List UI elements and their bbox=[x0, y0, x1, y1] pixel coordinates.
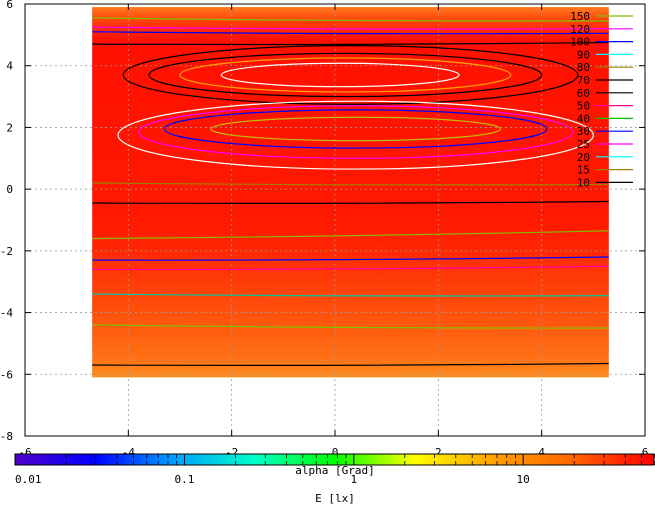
legend-label: 60 bbox=[577, 87, 590, 100]
colorbar-tick-label: 0.01 bbox=[15, 473, 42, 486]
colorbar-title: E [lx] bbox=[315, 492, 355, 505]
legend-label: 30 bbox=[577, 125, 590, 138]
heatmap-fill bbox=[92, 7, 609, 378]
contour-line bbox=[210, 116, 501, 142]
y-tick-label: 2 bbox=[6, 121, 13, 134]
x-tick-label: 4 bbox=[538, 446, 545, 459]
contour-line bbox=[163, 109, 548, 149]
x-tick-label: 2 bbox=[435, 446, 442, 459]
contour-line bbox=[92, 256, 609, 261]
x-tick-label: 0 bbox=[332, 446, 339, 459]
contour-line bbox=[117, 100, 594, 170]
legend-label: 100 bbox=[570, 36, 590, 49]
contour-line bbox=[179, 57, 512, 93]
y-tick-label: -6 bbox=[0, 368, 13, 381]
y-tick-label: -2 bbox=[0, 245, 13, 258]
y-tick-label: -8 bbox=[0, 430, 13, 443]
colorbar-ticks: 0.01 0.1 1 10 bbox=[14, 454, 655, 486]
y-tick-label: -4 bbox=[0, 307, 13, 320]
contour-line bbox=[92, 41, 609, 46]
legend-label: 40 bbox=[577, 112, 590, 125]
contour-line bbox=[148, 52, 543, 98]
contour-line bbox=[92, 200, 609, 205]
legend-label: 50 bbox=[577, 100, 590, 113]
heatmap-area bbox=[92, 7, 609, 378]
contour-line bbox=[92, 265, 609, 271]
legend-label: 150 bbox=[570, 10, 590, 23]
y-tick-label: 0 bbox=[6, 183, 13, 196]
legend-label: 20 bbox=[577, 151, 590, 164]
contour-line bbox=[92, 293, 609, 297]
grid-lines bbox=[25, 4, 645, 436]
y-tick-label: 6 bbox=[6, 0, 13, 11]
legend-label: 70 bbox=[577, 74, 590, 87]
colorbar-tick-label: 10 bbox=[517, 473, 530, 486]
legend-label: 120 bbox=[570, 23, 590, 36]
legend-label: 80 bbox=[577, 61, 590, 74]
contour-line bbox=[92, 324, 609, 329]
contour-line bbox=[122, 45, 579, 105]
colorbar-tick-label: 0.1 bbox=[174, 473, 194, 486]
legend-label: 25 bbox=[577, 138, 590, 151]
contour-line bbox=[138, 105, 574, 159]
contour-line bbox=[92, 230, 609, 240]
contour-line bbox=[92, 26, 609, 30]
legend-label: 90 bbox=[577, 48, 590, 61]
contour-line bbox=[220, 62, 460, 88]
contour-line bbox=[92, 182, 609, 186]
x-axis-title: alpha [Grad] bbox=[295, 464, 374, 477]
colorbar-tick-label: 1 bbox=[350, 473, 357, 486]
x-tick-label: 6 bbox=[642, 446, 649, 459]
legend-label: 15 bbox=[577, 164, 590, 177]
contour-line bbox=[92, 17, 609, 22]
contour-lines bbox=[92, 17, 609, 367]
y-tick-label: 4 bbox=[6, 60, 13, 73]
contour-line bbox=[92, 31, 609, 35]
legend-label: 10 bbox=[577, 176, 590, 189]
contour-line bbox=[92, 362, 609, 367]
y-axis-ticks: -8 -6 -4 -2 0 2 4 6 bbox=[0, 0, 645, 443]
